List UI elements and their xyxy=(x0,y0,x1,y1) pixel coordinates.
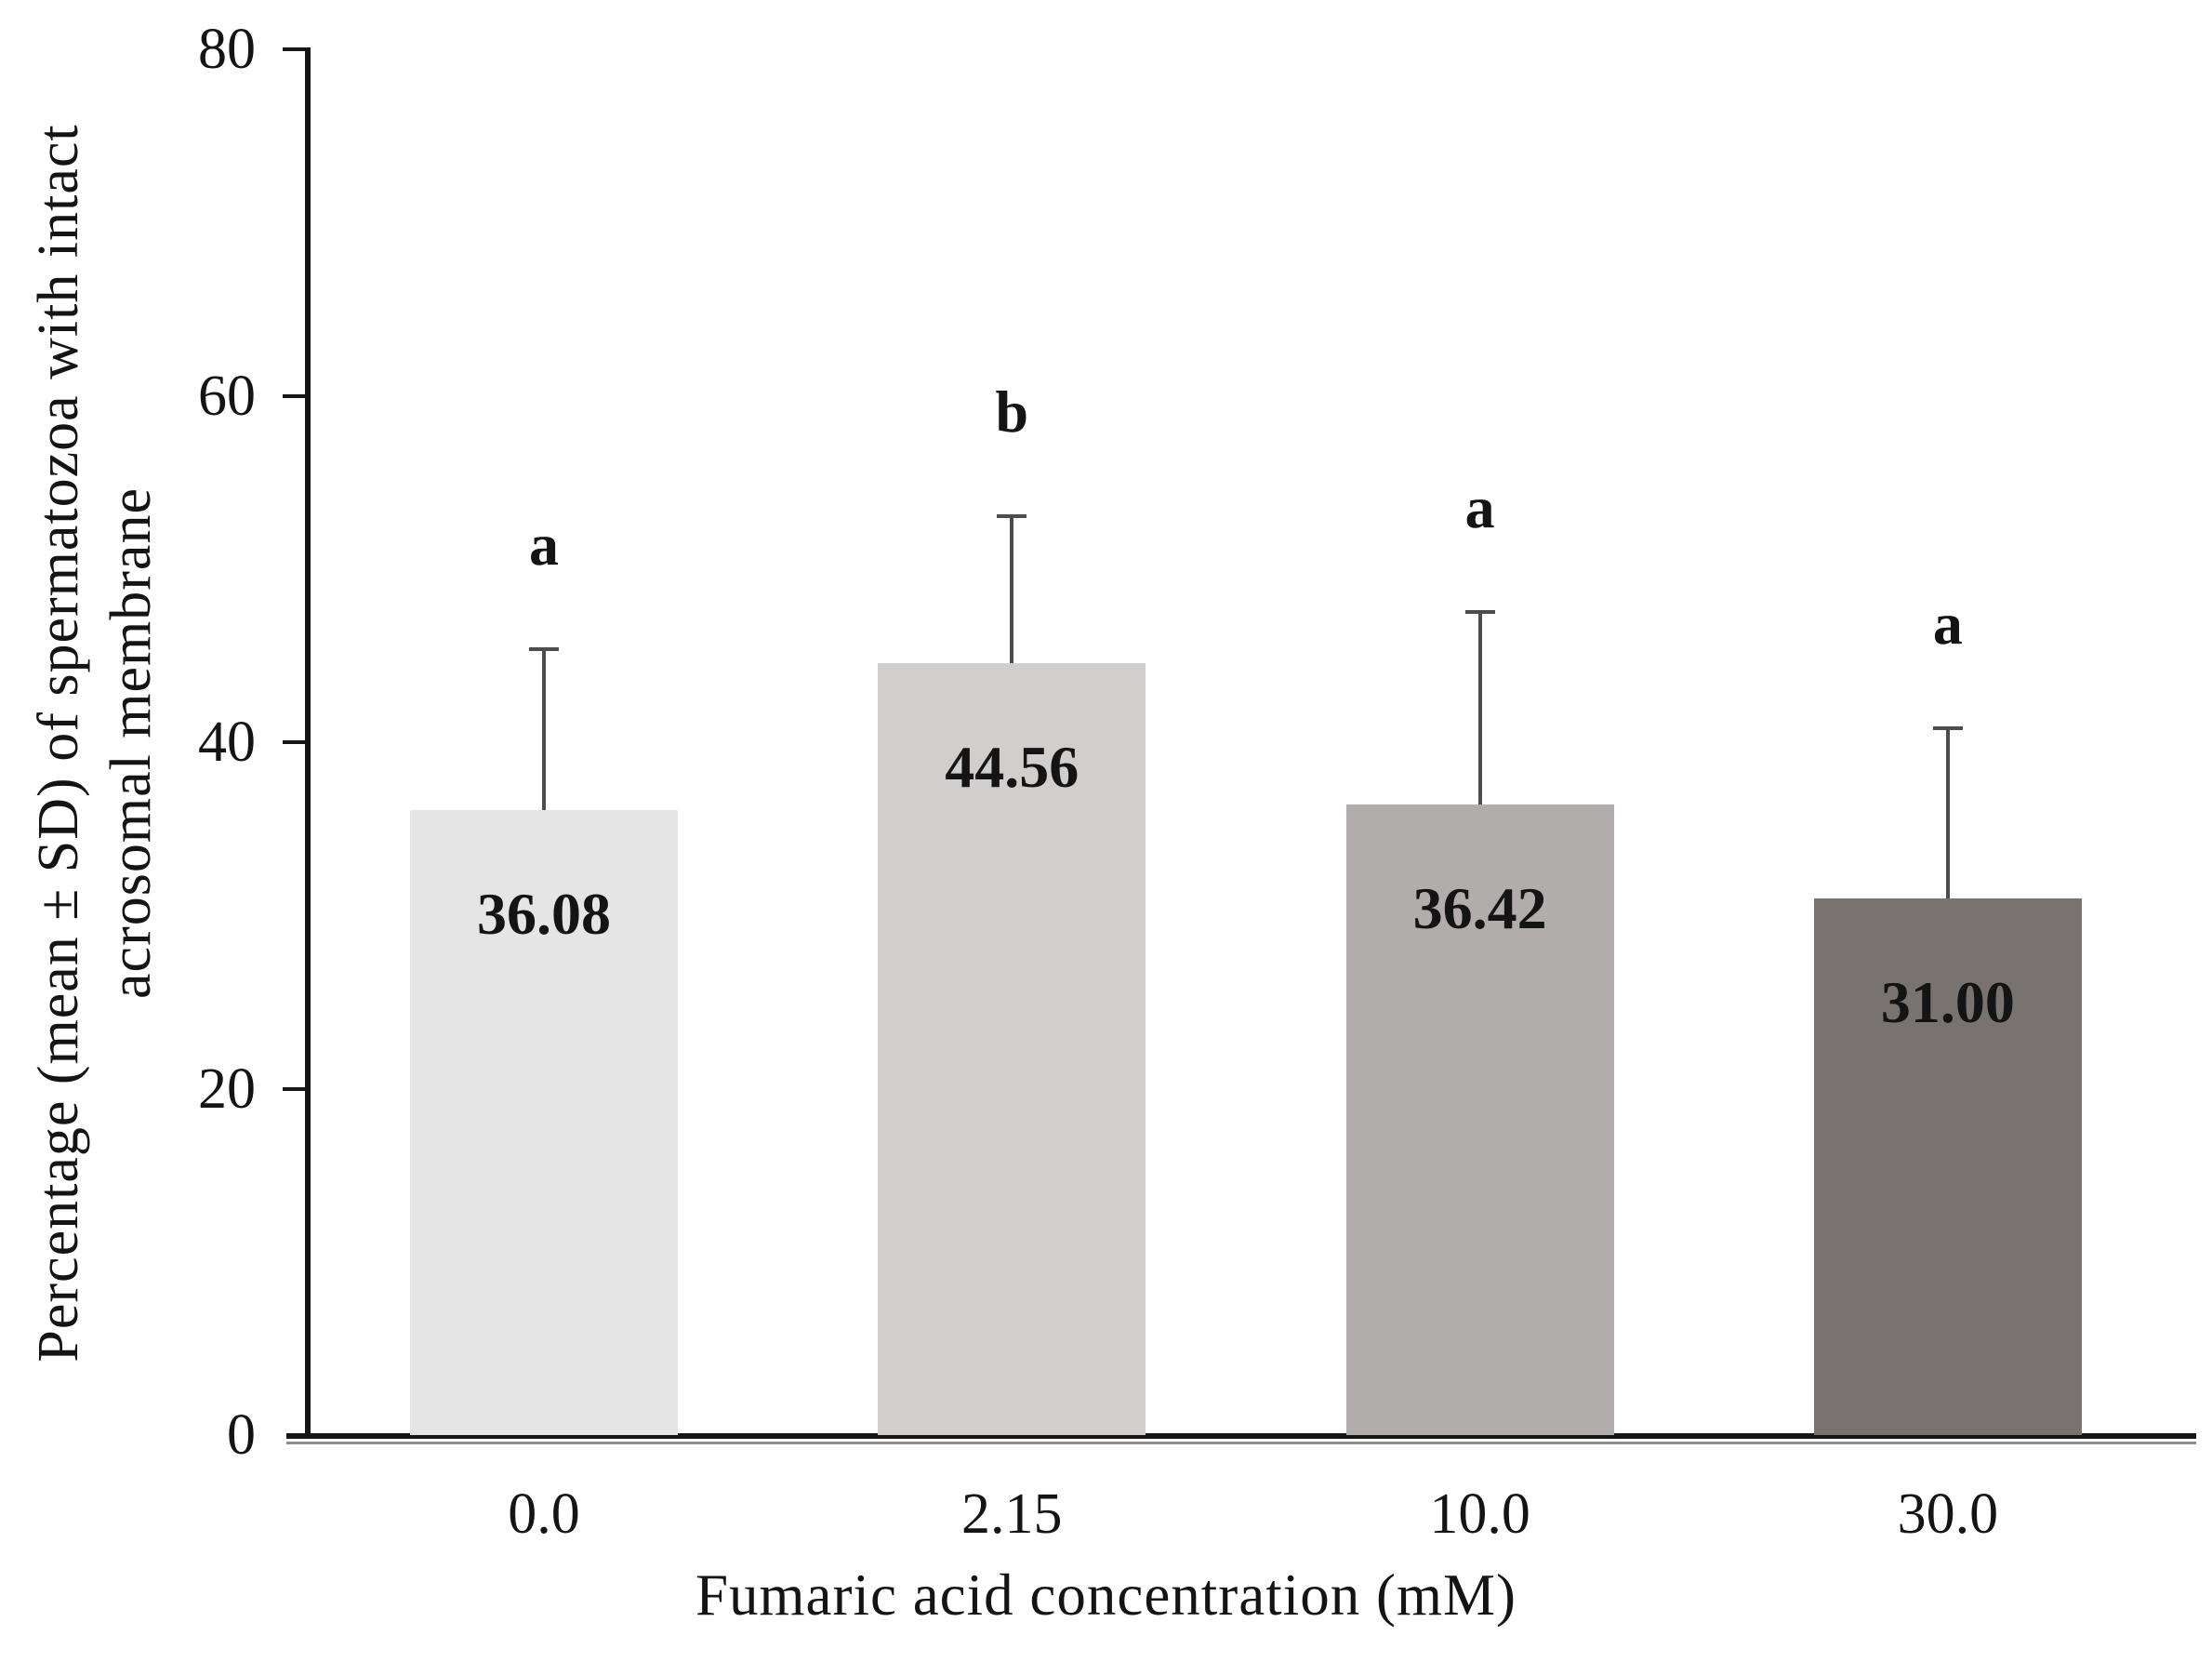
y-tick-mark xyxy=(283,1086,305,1091)
y-tick-label: 60 xyxy=(198,364,256,428)
significance-letter: a xyxy=(1932,591,1963,658)
bar xyxy=(878,663,1146,1435)
bar-value-label: 31.00 xyxy=(1880,968,2015,1035)
error-bar-cap xyxy=(997,513,1027,518)
error-bar-cap xyxy=(1932,726,1963,731)
error-bar-cap xyxy=(529,646,559,651)
y-axis-line xyxy=(305,47,311,1439)
bar xyxy=(410,810,678,1435)
error-bar xyxy=(542,648,546,810)
y-tick-mark xyxy=(283,47,305,51)
y-tick-label: 80 xyxy=(198,18,256,81)
bar-value-label: 36.08 xyxy=(477,881,611,947)
bar-value-label: 36.42 xyxy=(1412,874,1547,941)
y-tick-mark xyxy=(283,740,305,744)
y-tick-label: 40 xyxy=(198,711,256,774)
x-tick-label: 30.0 xyxy=(1897,1483,1999,1546)
bar-value-label: 44.56 xyxy=(945,734,1080,801)
significance-letter: a xyxy=(529,511,559,578)
significance-letter: a xyxy=(1464,473,1495,540)
x-tick-label: 0.0 xyxy=(508,1483,580,1546)
bar xyxy=(1345,804,1614,1435)
x-tick-label: 10.0 xyxy=(1429,1483,1530,1546)
error-bar xyxy=(1945,728,1950,898)
error-bar xyxy=(1477,611,1482,804)
x-axis-title: Fumaric acid concentration (mM) xyxy=(695,1562,1517,1628)
significance-letter: b xyxy=(995,378,1029,445)
y-axis-title-line-1: Percentage (mean ± SD) of spermatozoa wi… xyxy=(27,124,90,1363)
x-axis-line-shadow xyxy=(286,1442,2196,1444)
y-tick-label: 0 xyxy=(227,1403,256,1467)
bar xyxy=(1813,897,2082,1435)
y-tick-label: 20 xyxy=(198,1057,256,1121)
y-tick-mark xyxy=(283,393,305,398)
x-tick-label: 2.15 xyxy=(961,1483,1063,1546)
x-axis-line xyxy=(286,1433,2196,1439)
error-bar xyxy=(1010,515,1014,664)
error-bar-cap xyxy=(1464,609,1495,614)
